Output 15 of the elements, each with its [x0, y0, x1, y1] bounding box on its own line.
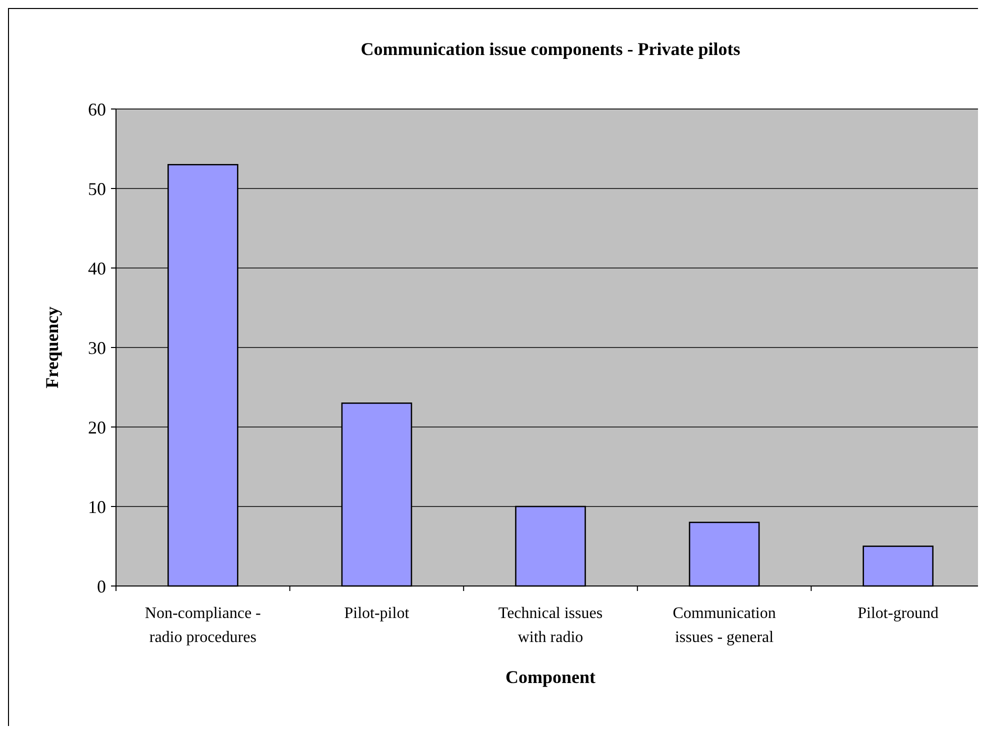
chart-title: Communication issue components - Private pilots	[360, 39, 740, 59]
x-axis-title: Component	[505, 667, 596, 687]
y-axis-title: Frequency	[42, 306, 62, 388]
x-tick-label: Pilot-ground	[858, 605, 939, 622]
y-tick-label: 60	[88, 99, 106, 120]
x-tick-label: Technical issues with radio	[498, 605, 603, 646]
x-tick-label: Non-compliance - radio procedures	[144, 605, 261, 646]
y-tick-label: 30	[88, 338, 106, 358]
y-tick-label: 20	[88, 417, 106, 438]
x-tick-label: Communication issues - general	[672, 605, 776, 646]
y-tick-label: 0	[97, 576, 106, 596]
y-tick-label: 50	[88, 178, 106, 199]
y-tick-label: 10	[88, 496, 106, 517]
x-tick-label: Pilot-pilot	[344, 605, 410, 622]
y-tick-label: 40	[88, 258, 106, 278]
